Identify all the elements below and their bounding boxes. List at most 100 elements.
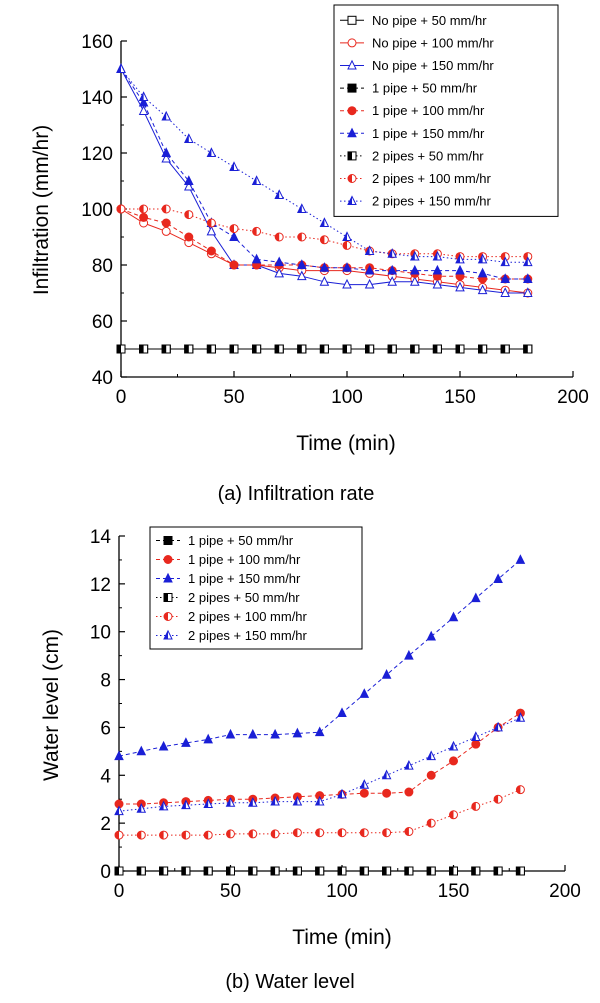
marker-shape [432, 264, 443, 275]
marker-half [360, 867, 365, 875]
marker-half [297, 204, 302, 213]
x-tick-label: 100 [331, 387, 363, 408]
marker-shape [337, 707, 347, 718]
marker-half [252, 345, 257, 353]
marker-half [275, 233, 280, 241]
marker-shape [426, 630, 437, 641]
x-tick-label: 200 [557, 387, 589, 408]
marker-shape [515, 554, 526, 564]
marker-half [449, 867, 454, 875]
data-point [426, 866, 436, 876]
legend-label: 1 pipe + 150 mm/hr [188, 571, 301, 586]
legend-marker [347, 38, 357, 48]
data-point [184, 232, 194, 242]
marker-half [204, 799, 209, 808]
data-point [359, 828, 369, 838]
marker-shape [138, 105, 149, 115]
x-tick-label: 100 [326, 881, 358, 902]
marker-shape [270, 728, 280, 739]
y-tick-label: 40 [92, 368, 113, 389]
data-point [342, 278, 352, 289]
y-tick-label: 2 [100, 814, 111, 835]
marker-shape [319, 262, 330, 272]
marker-half [207, 148, 212, 157]
marker-shape [136, 745, 147, 756]
data-point [116, 344, 126, 354]
data-point [500, 287, 511, 297]
x-axis-label: Time (min) [292, 926, 392, 949]
data-point [410, 344, 420, 354]
data-point [203, 866, 213, 876]
marker-half [348, 151, 352, 160]
data-point [426, 750, 437, 761]
data-point [158, 800, 169, 811]
data-point [181, 866, 191, 876]
y-tick-label: 8 [100, 671, 111, 692]
marker-half [478, 345, 483, 353]
marker-shape [225, 728, 236, 739]
marker-half [471, 802, 476, 811]
data-point [225, 728, 236, 739]
marker-half [164, 593, 168, 602]
data-point [449, 810, 458, 820]
marker-half [164, 630, 168, 639]
data-point [426, 818, 436, 828]
data-point [319, 276, 330, 286]
data-point [404, 866, 414, 876]
marker-half [230, 345, 234, 353]
data-point [337, 828, 347, 838]
data-point [404, 649, 414, 660]
data-point [455, 253, 465, 264]
marker-half [523, 345, 528, 353]
marker-half [226, 829, 231, 838]
caption-a: (a) Infiltration rate [218, 483, 375, 505]
legend-label: 1 pipe + 50 mm/hr [188, 533, 294, 548]
data-point [229, 224, 239, 234]
marker-shape [347, 15, 357, 25]
data-point [226, 829, 235, 839]
marker-half [248, 829, 253, 838]
marker-shape [229, 231, 239, 241]
marker-half [207, 345, 212, 353]
data-point [159, 830, 169, 840]
marker-shape [455, 281, 465, 292]
legend-label: 2 pipes + 150 mm/hr [188, 628, 308, 643]
data-point [409, 276, 420, 286]
marker-half [320, 218, 325, 227]
marker-half [271, 797, 276, 806]
data-point [206, 218, 216, 228]
data-point [184, 344, 194, 354]
marker-half [252, 227, 257, 236]
data-point [136, 803, 147, 813]
marker-half [159, 867, 164, 875]
data-point [342, 231, 352, 241]
marker-shape [477, 267, 488, 278]
data-point [226, 866, 235, 876]
marker-half [162, 112, 167, 121]
chart-water-level: 0 50 100 150 200 0 2 4 6 8 10 12 14 1 pipe + 50 mm/h… [40, 526, 581, 993]
data-point [523, 344, 533, 354]
data-point [139, 204, 149, 214]
data-point [432, 264, 443, 275]
data-point [493, 721, 503, 732]
y-tick-label: 140 [81, 88, 113, 109]
data-point [203, 798, 214, 808]
data-point [114, 750, 124, 761]
data-point [114, 830, 124, 840]
series-7 [116, 344, 533, 354]
data-point [404, 787, 414, 797]
marker-shape [183, 180, 194, 191]
marker-shape [161, 226, 171, 236]
y-tick-label: 100 [81, 200, 113, 221]
marker-half [137, 867, 142, 875]
marker-shape [138, 96, 149, 107]
marker-shape [181, 737, 191, 747]
marker-half [159, 801, 164, 810]
data-point [359, 788, 369, 798]
data-point [158, 740, 169, 751]
data-point [229, 260, 239, 270]
marker-shape [274, 256, 285, 267]
marker-half [315, 828, 320, 837]
legend-marker [347, 106, 357, 116]
marker-half [226, 867, 231, 875]
